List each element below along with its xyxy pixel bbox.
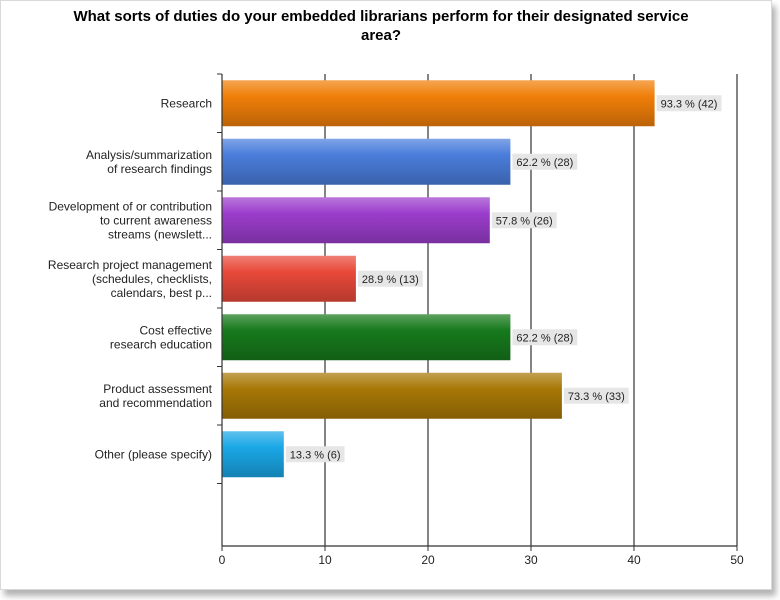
x-tick-label-30: 30 — [524, 553, 538, 567]
chart-title: What sorts of duties do your embedded li… — [21, 7, 741, 45]
data-label-6: 73.3 % (33) — [568, 391, 625, 403]
chart-frame: What sorts of duties do your embedded li… — [0, 0, 772, 590]
x-tick-label-0: 0 — [219, 553, 226, 567]
x-tick-label-20: 20 — [421, 553, 435, 567]
bar-6 — [222, 372, 562, 419]
data-label-2: 62.2 % (28) — [516, 157, 573, 169]
data-label-3: 57.8 % (26) — [496, 215, 553, 227]
bar-2 — [222, 138, 511, 185]
category-label-5-line-1: Cost effective — [140, 323, 213, 337]
category-label-5-line-2: research education — [110, 337, 212, 351]
x-tick-label-40: 40 — [627, 553, 641, 567]
category-label-6-line-2: and recommendation — [99, 396, 212, 410]
chart-title-line-2: area? — [360, 27, 402, 44]
category-label-3-line-1: Development of or contribution — [49, 199, 212, 213]
chart-title-line-1: What sorts of duties do your embedded li… — [73, 8, 689, 25]
bar-chart: 0 10 20 30 40 50 Research Analysis/summarizatio… — [48, 73, 744, 567]
category-label-2-line-2: of research findings — [107, 162, 212, 176]
bar-5 — [222, 314, 511, 361]
data-label-4: 28.9 % (13) — [362, 274, 419, 286]
category-label-2-line-1: Analysis/summarization — [86, 148, 212, 162]
bar-1 — [222, 80, 655, 127]
bar-7 — [222, 431, 284, 478]
data-label-box-6 — [563, 387, 629, 404]
category-label-3-line-2: to current awareness — [100, 213, 212, 227]
bar-4 — [222, 255, 356, 302]
x-tick-label-10: 10 — [318, 553, 332, 567]
category-label-3-line-3: streams (newslett... — [108, 227, 212, 241]
category-label-4-line-1: Research project management — [48, 258, 213, 272]
data-label-box-1 — [656, 95, 722, 112]
data-label-box-5 — [512, 329, 578, 346]
data-label-1: 93.3 % (42) — [661, 98, 718, 110]
data-label-7: 13.3 % (6) — [290, 449, 341, 461]
bar-3 — [222, 197, 490, 244]
data-label-box-7 — [285, 446, 345, 463]
data-label-box-4 — [357, 270, 423, 287]
category-label-4-line-3: calendars, best p... — [111, 286, 212, 300]
category-label-6-line-1: Product assessment — [103, 382, 212, 396]
data-label-box-2 — [512, 153, 578, 170]
x-tick-label-50: 50 — [730, 553, 744, 567]
category-label-7-line-1: Other (please specify) — [95, 447, 212, 461]
data-label-5: 62.2 % (28) — [516, 332, 573, 344]
category-label-1-line-1: Research — [161, 96, 212, 110]
category-label-4-line-2: (schedules, checklists, — [92, 272, 212, 286]
data-label-box-3 — [491, 212, 557, 229]
